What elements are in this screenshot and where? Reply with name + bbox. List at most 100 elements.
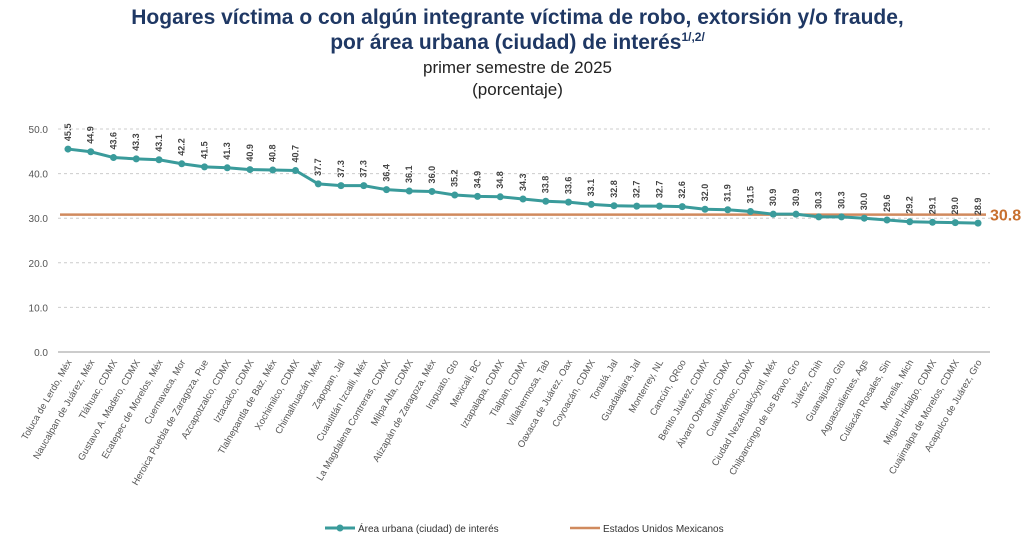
data-label: 36.4 xyxy=(382,164,392,182)
data-point xyxy=(314,180,322,188)
data-point xyxy=(178,160,186,168)
data-point xyxy=(565,198,572,206)
chart-title-line1: Hogares víctima o con algún integrante v… xyxy=(131,6,904,29)
data-point xyxy=(769,210,777,218)
chart-subtitle: primer semestre de 2025 xyxy=(423,58,612,77)
data-point xyxy=(474,192,481,200)
legend-marker-city xyxy=(336,524,344,532)
data-point xyxy=(860,214,868,222)
data-label: 42.2 xyxy=(177,138,187,156)
data-label: 29.1 xyxy=(928,197,938,215)
data-point xyxy=(337,182,345,190)
chart-unit: (porcentaje) xyxy=(472,80,563,99)
data-point xyxy=(383,186,390,194)
data-point xyxy=(838,213,845,221)
data-label: 40.7 xyxy=(291,145,301,163)
data-label: 33.6 xyxy=(564,177,574,195)
data-point xyxy=(610,202,618,210)
y-tick-label: 0.0 xyxy=(34,348,48,359)
y-tick-label: 20.0 xyxy=(29,259,49,270)
data-point xyxy=(223,164,231,172)
data-label: 43.1 xyxy=(154,134,164,152)
data-point xyxy=(428,187,436,195)
data-point xyxy=(87,148,95,156)
data-point xyxy=(155,156,163,164)
data-label: 45.5 xyxy=(63,124,73,142)
data-point xyxy=(201,163,208,171)
data-label: 31.5 xyxy=(746,186,756,204)
data-label: 32.7 xyxy=(632,181,642,199)
data-point xyxy=(633,202,641,210)
data-point xyxy=(451,191,459,199)
data-point xyxy=(815,213,823,221)
data-point xyxy=(974,219,982,227)
data-point xyxy=(678,203,686,211)
data-label: 33.8 xyxy=(541,176,551,194)
data-label: 41.3 xyxy=(222,142,232,160)
data-label: 44.9 xyxy=(86,126,96,144)
data-point xyxy=(246,166,254,174)
data-label: 30.9 xyxy=(768,189,778,207)
data-label: 28.9 xyxy=(973,198,983,216)
data-label: 36.0 xyxy=(427,166,437,184)
data-label: 31.9 xyxy=(723,184,733,202)
data-point xyxy=(132,155,140,163)
data-label: 37.3 xyxy=(359,160,369,178)
data-point xyxy=(929,218,936,226)
data-label: 32.0 xyxy=(700,184,710,202)
data-label: 37.7 xyxy=(313,158,323,176)
data-point xyxy=(656,202,663,210)
data-label: 35.2 xyxy=(450,169,460,187)
data-point xyxy=(587,200,595,208)
chart-title-line2: por área urbana (ciudad) de interés1/,2/ xyxy=(0,30,1035,55)
data-point xyxy=(792,210,800,218)
data-label: 37.3 xyxy=(336,160,346,178)
title-line2-text: por área urbana (ciudad) de interés xyxy=(330,31,682,54)
data-label: 41.5 xyxy=(200,141,210,159)
data-label: 30.3 xyxy=(837,191,847,209)
data-label: 32.8 xyxy=(609,180,619,198)
legend-label-city: Área urbana (ciudad) de interés xyxy=(358,522,499,535)
data-label: 30.3 xyxy=(814,191,824,209)
data-point xyxy=(110,154,117,162)
data-label: 43.3 xyxy=(131,133,141,151)
legend-label-national: Estados Unidos Mexicanos xyxy=(603,524,724,535)
data-point xyxy=(292,166,299,174)
title-superscript: 1/,2/ xyxy=(681,30,705,44)
data-label: 32.7 xyxy=(655,181,665,199)
national-value-label: 30.8 xyxy=(990,208,1021,225)
data-label: 32.6 xyxy=(677,181,687,199)
data-label: 29.6 xyxy=(882,194,892,212)
data-label: 40.9 xyxy=(245,144,255,162)
y-tick-label: 40.0 xyxy=(29,170,49,181)
data-point xyxy=(542,197,550,205)
data-point xyxy=(496,193,504,201)
data-label: 43.6 xyxy=(109,132,119,150)
data-point xyxy=(64,145,72,153)
data-point xyxy=(747,208,754,216)
data-label: 30.0 xyxy=(859,193,869,211)
y-tick-label: 50.0 xyxy=(29,125,49,136)
data-label: 34.3 xyxy=(518,173,528,191)
data-label: 34.8 xyxy=(495,171,505,189)
data-point xyxy=(906,218,914,226)
data-point xyxy=(951,219,959,227)
data-label: 33.1 xyxy=(586,179,596,197)
data-label: 29.0 xyxy=(950,197,960,215)
data-point xyxy=(724,206,732,214)
data-point xyxy=(701,205,709,213)
data-point xyxy=(883,216,891,224)
data-point xyxy=(269,166,277,174)
data-label: 29.2 xyxy=(905,196,915,214)
data-label: 34.9 xyxy=(473,171,483,189)
data-point xyxy=(519,195,527,203)
data-point xyxy=(405,187,413,195)
data-label: 30.9 xyxy=(791,189,801,207)
y-tick-label: 10.0 xyxy=(29,303,49,314)
y-tick-label: 30.0 xyxy=(29,214,49,225)
data-label: 40.8 xyxy=(268,145,278,163)
data-point xyxy=(360,182,368,190)
data-label: 36.1 xyxy=(404,165,414,183)
